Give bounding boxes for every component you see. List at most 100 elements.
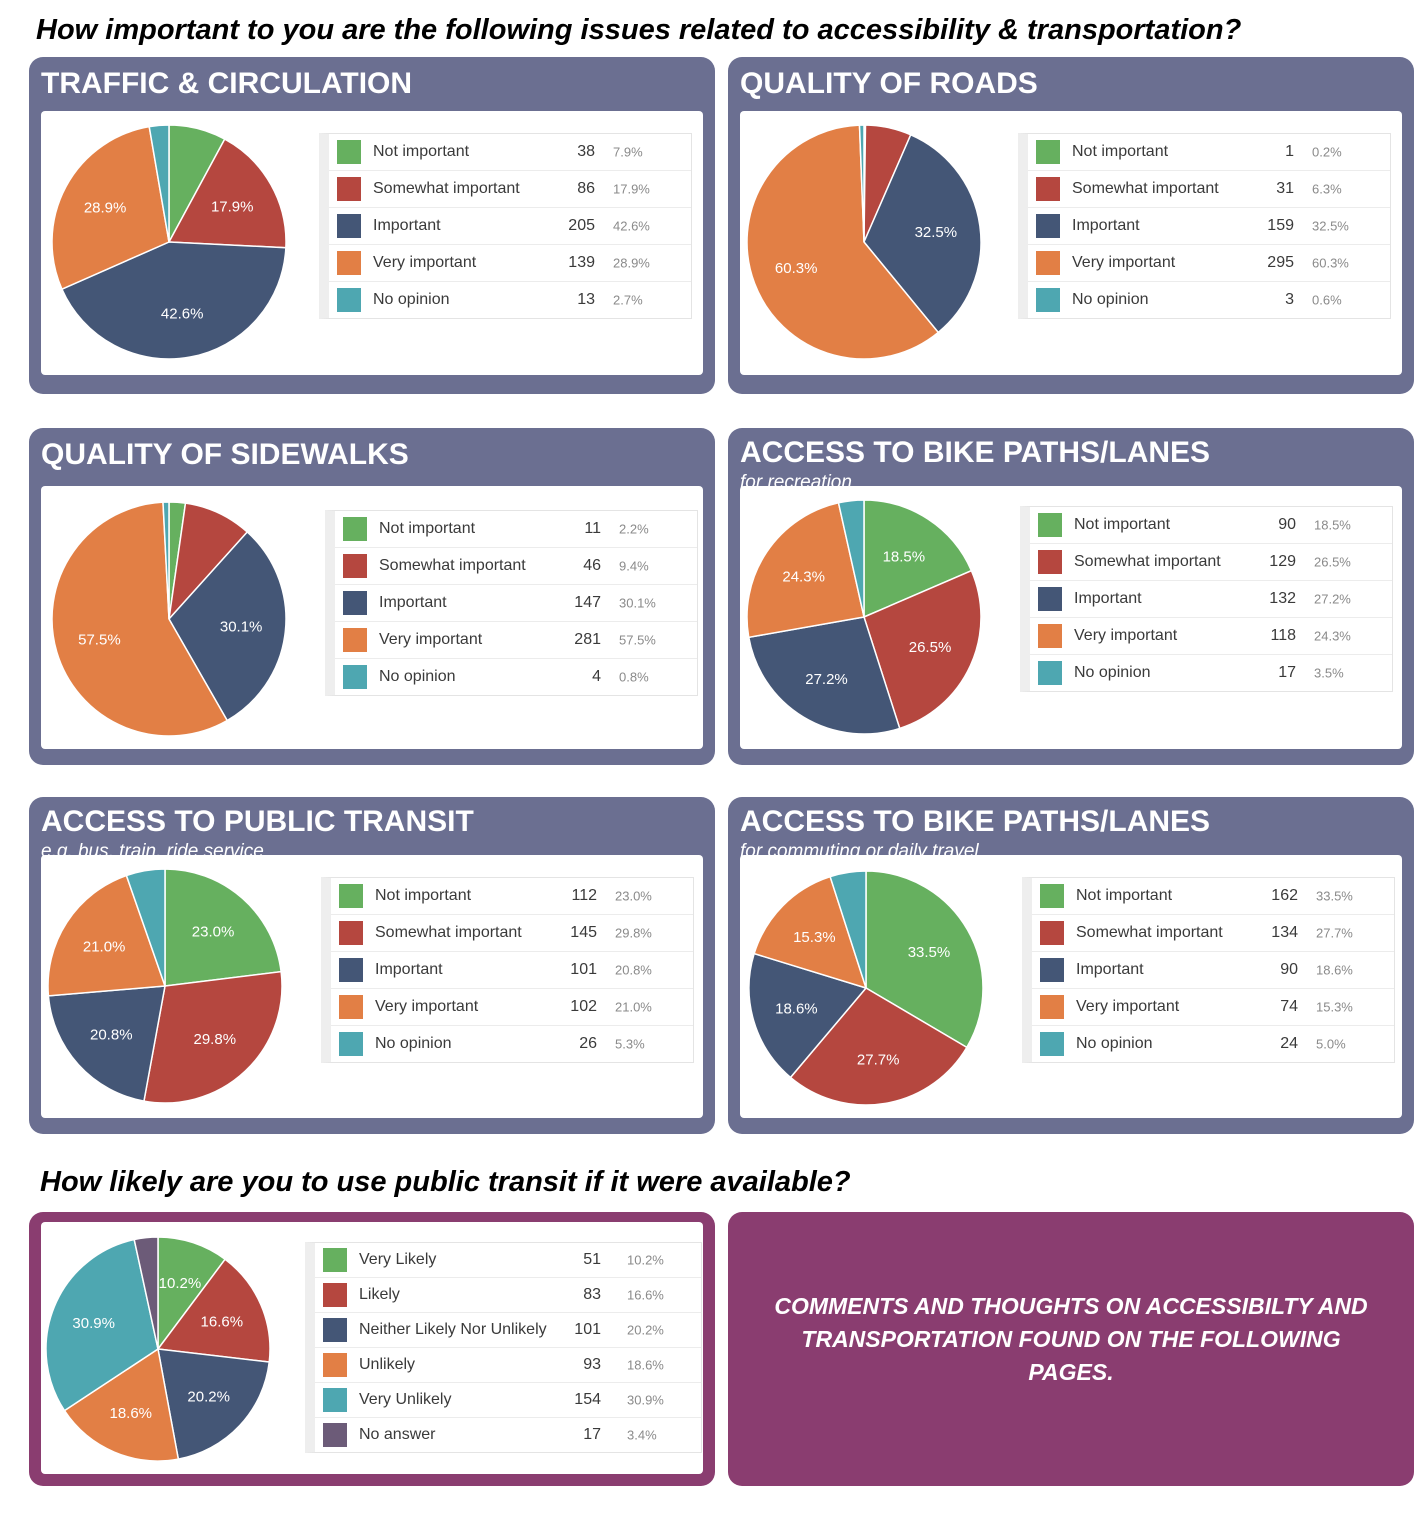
legend-label: Somewhat important <box>375 924 522 941</box>
legend-percent: 6.3% <box>1312 181 1342 197</box>
legend-count: 147 <box>574 594 601 611</box>
legend-count: 74 <box>1280 998 1298 1015</box>
pie-slice <box>863 569 982 730</box>
chart-panel: ACCESS TO BIKE PATHS/LANES for commuting … <box>728 797 1414 1134</box>
legend-percent: 21.0% <box>615 999 652 1015</box>
legend-percent: 30.1% <box>619 595 656 611</box>
pie-slice <box>164 868 282 987</box>
chart-card: 10.2% 16.6% 20.2% 18.6% 30.9% Very Likely 51 10… <box>41 1222 703 1474</box>
legend-percent: 10.2% <box>627 1252 664 1268</box>
legend-percent: 18.6% <box>1316 962 1353 978</box>
legend-swatch <box>337 177 361 201</box>
legend-swatch <box>323 1423 347 1447</box>
legend-label: No opinion <box>379 668 456 685</box>
legend-label: Somewhat important <box>373 180 520 197</box>
pie-slice <box>747 616 901 735</box>
legend-label: Very important <box>375 998 479 1015</box>
pie-slice-label: 18.6% <box>775 1000 818 1017</box>
legend-label: No opinion <box>1072 291 1149 308</box>
legend-count: 134 <box>1271 924 1298 941</box>
pie-slice <box>148 124 170 243</box>
legend-count: 51 <box>583 1251 601 1268</box>
pie-slice-label: 10.2% <box>159 1275 202 1292</box>
legend-percent: 60.3% <box>1312 255 1349 271</box>
chart-panel: QUALITY OF SIDEWALKS 30.1% 57.5% Not import… <box>29 428 715 765</box>
pie-slice-label: 21.0% <box>83 939 126 956</box>
pie-slice-label: 27.2% <box>805 671 848 688</box>
section-heading-likelihood: How likely are you to use public transit… <box>40 1166 851 1198</box>
legend-label: Important <box>373 217 441 234</box>
pie-slice <box>863 133 982 334</box>
legend-row: Important 159 32.5% <box>1028 208 1390 245</box>
legend-swatch <box>1038 550 1062 574</box>
legend-count: 4 <box>592 668 601 685</box>
pie-slice <box>47 985 166 1102</box>
legend-count: 31 <box>1276 180 1294 197</box>
chart-title: ACCESS TO PUBLIC TRANSIT <box>41 805 474 838</box>
legend-label: Very Unlikely <box>359 1391 452 1408</box>
pie-slice <box>858 124 865 243</box>
pie-slice-label: 29.8% <box>194 1031 237 1048</box>
legend-table: Not important 162 33.5% Somewhat important 1… <box>1022 877 1395 1063</box>
legend-swatch <box>1038 587 1062 611</box>
legend-row: Somewhat important 31 6.3% <box>1028 171 1390 208</box>
legend-row: No answer 17 3.4% <box>315 1418 701 1452</box>
legend-swatch <box>323 1248 347 1272</box>
legend-row: No opinion 13 2.7% <box>329 282 691 318</box>
legend-label: Not important <box>1076 887 1173 904</box>
legend-swatch <box>1038 513 1062 537</box>
legend-row: No opinion 26 5.3% <box>331 1026 693 1062</box>
pie-slice-label: 32.5% <box>915 224 958 241</box>
legend-swatch <box>339 884 363 908</box>
legend-row: No opinion 17 3.5% <box>1030 655 1392 691</box>
legend-percent: 2.7% <box>613 292 643 308</box>
legend-count: 83 <box>583 1286 601 1303</box>
legend-percent: 23.0% <box>615 888 652 904</box>
legend-count: 46 <box>583 557 601 574</box>
pie-slice <box>748 952 868 1079</box>
legend-label: Very important <box>1076 998 1180 1015</box>
pie-slice <box>143 970 283 1104</box>
pie-slice <box>863 499 973 619</box>
legend-row: Important 132 27.2% <box>1030 581 1392 618</box>
legend-percent: 20.2% <box>627 1322 664 1338</box>
legend-percent: 42.6% <box>613 218 650 234</box>
pie-slice <box>753 875 868 990</box>
legend-count: 86 <box>577 180 595 197</box>
legend-count: 159 <box>1267 217 1294 234</box>
legend-count: 3 <box>1285 291 1294 308</box>
legend-count: 101 <box>574 1321 601 1338</box>
legend-row: Somewhat important 134 27.7% <box>1032 915 1394 952</box>
legend-count: 145 <box>570 924 597 941</box>
legend-row: Not important 112 23.0% <box>331 878 693 915</box>
pie-slice <box>789 987 968 1106</box>
legend-label: Likely <box>359 1286 400 1303</box>
pie-slice <box>157 1348 271 1461</box>
legend-percent: 18.5% <box>1314 517 1351 533</box>
legend-percent: 24.3% <box>1314 628 1351 644</box>
pie-slice <box>60 241 287 360</box>
pie-slice-label: 18.6% <box>109 1405 152 1422</box>
legend-swatch <box>339 995 363 1019</box>
legend-percent: 18.6% <box>627 1357 664 1373</box>
pie-slice-label: 16.6% <box>201 1314 244 1331</box>
legend-count: 26 <box>579 1035 597 1052</box>
legend-swatch <box>1040 995 1064 1019</box>
legend-label: Neither Likely Nor Unlikely <box>359 1321 547 1338</box>
legend-percent: 7.9% <box>613 144 643 160</box>
legend-row: Not important 1 0.2% <box>1028 134 1390 171</box>
legend-row: Likely 83 16.6% <box>315 1278 701 1313</box>
legend-row: Very Unlikely 154 30.9% <box>315 1383 701 1418</box>
legend-swatch <box>343 591 367 615</box>
chart-panel: ACCESS TO BIKE PATHS/LANES for recreation… <box>728 428 1414 765</box>
legend-count: 17 <box>1278 664 1296 681</box>
pie-chart: 23.0% 29.8% 20.8% 21.0% <box>47 868 283 1104</box>
legend-row: Neither Likely Nor Unlikely 101 20.2% <box>315 1313 701 1348</box>
legend-label: Not important <box>379 520 476 537</box>
legend-label: Somewhat important <box>379 557 526 574</box>
legend-count: 162 <box>1271 887 1298 904</box>
legend-percent: 0.8% <box>619 669 649 685</box>
legend-label: Important <box>1074 590 1142 607</box>
chart-panel: 10.2% 16.6% 20.2% 18.6% 30.9% Very Likely 51 10… <box>29 1212 715 1486</box>
legend-table: Not important 1 0.2% Somewhat important 31 6.… <box>1018 133 1391 319</box>
